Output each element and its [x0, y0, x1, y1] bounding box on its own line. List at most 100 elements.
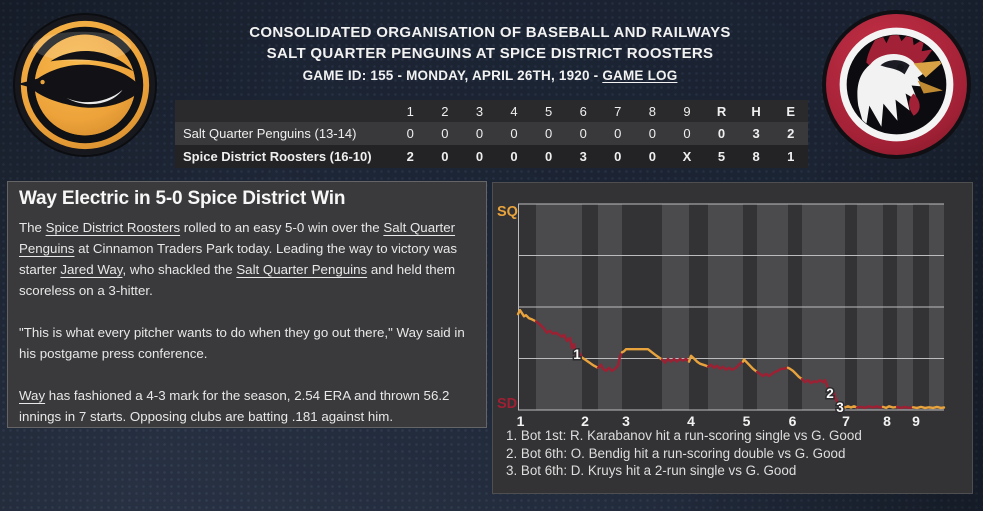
x-tick-inning-9: 9: [912, 413, 920, 429]
article-headline: Way Electric in 5-0 Spice District Win: [19, 188, 346, 209]
inning-cell: 0: [475, 126, 484, 141]
inning-cell: 0: [545, 126, 553, 141]
penguins-logo[interactable]: [11, 11, 159, 159]
linescore-col-header: 4: [510, 103, 518, 119]
linescore-col-header: H: [751, 103, 761, 119]
x-tick-inning-7: 7: [842, 413, 850, 429]
inning-cell: 0: [614, 149, 622, 164]
matchup-title: SALT QUARTER PENGUINS AT SPICE DISTRICT …: [266, 45, 714, 62]
x-tick-inning-1: 1: [517, 413, 525, 429]
x-tick-inning-8: 8: [883, 413, 891, 429]
x-tick-inning-5: 5: [743, 413, 751, 429]
linescore-col-header: E: [786, 103, 796, 119]
win-prob-segment-bot4: [706, 360, 745, 372]
chart-note-line: 3. Bot 6th: D. Kruys hit a 2-run single …: [506, 463, 797, 478]
win-prob-segment-bot2: [596, 351, 624, 373]
linescore-col-header: 6: [579, 103, 587, 119]
win-prob-segment-bot8: [895, 405, 915, 410]
article-link[interactable]: Spice District Roosters: [45, 220, 181, 235]
errors-cell: 2: [787, 126, 795, 141]
win-prob-segment-top9: [911, 405, 946, 410]
penguins-logo-art: [12, 12, 158, 158]
article-text: The: [19, 220, 46, 235]
annotation-marker-3: 3: [836, 400, 844, 415]
x-tick-inning-4: 4: [687, 413, 695, 429]
inning-cell: 2: [406, 149, 414, 164]
roosters-logo[interactable]: [820, 8, 973, 161]
annotation-marker-2: 2: [826, 386, 834, 401]
article-text: has fashioned a 4-3 mark for the season,…: [19, 388, 450, 424]
team-name-link[interactable]: Salt Quarter Penguins (13-14): [183, 126, 357, 141]
linescore-col-header: 3: [475, 103, 484, 119]
recap-article-panel: Way Electric in 5-0 Spice District Win T…: [7, 181, 487, 428]
inning-cell: 0: [510, 126, 518, 141]
win-prob-segment-bot1: [534, 320, 584, 359]
inning-cell: 0: [614, 126, 622, 141]
win-prob-segment-bot6: [800, 377, 847, 409]
hits-cell: 8: [752, 149, 760, 164]
win-prob-segment-top5: [741, 358, 759, 374]
win-prob-segment-top4: [687, 354, 710, 368]
inning-cell: 0: [648, 126, 656, 141]
inning-cell: 3: [579, 149, 587, 164]
linescore-col-header: R: [716, 103, 727, 119]
runs-cell: 5: [717, 149, 726, 164]
article-body: The Spice District Roosters rolled to an…: [19, 217, 474, 427]
x-tick-inning-2: 2: [581, 413, 589, 429]
chart-note-line: 1. Bot 1st: R. Karabanov hit a run-scori…: [506, 428, 862, 443]
article-text: , who shackled the: [122, 262, 237, 277]
inning-cell: 0: [683, 126, 691, 141]
team-name-link[interactable]: Spice District Roosters (16-10): [183, 149, 372, 164]
errors-cell: 1: [787, 149, 795, 164]
article-text: rolled to an easy 5-0 win over the: [180, 220, 384, 235]
runs-cell: 0: [717, 126, 726, 141]
chart-note-line: 2. Bot 6th: O. Bendig hit a run-scoring …: [506, 445, 846, 461]
article-link[interactable]: Salt Quarter Penguins: [19, 220, 456, 256]
linescore-col-header: 1: [406, 103, 414, 119]
article-paragraph: Way has fashioned a 4-3 mark for the sea…: [19, 385, 474, 427]
win-prob-segment-top8: [881, 405, 899, 410]
away-team-axis-label: SQ: [497, 204, 518, 220]
league-title: CONSOLIDATED ORGANISATION OF BASEBALL AN…: [249, 24, 731, 41]
x-tick-inning-6: 6: [789, 413, 797, 429]
win-prob-segment-bot3: [660, 357, 691, 364]
linescore-col-header: 8: [648, 103, 656, 119]
article-text: "This is what every pitcher wants to do …: [19, 325, 465, 361]
game-log-link[interactable]: GAME LOG: [602, 68, 678, 83]
inning-cell: 0: [510, 149, 518, 164]
inning-cell: 0: [545, 149, 553, 164]
win-prob-segment-top2: [580, 356, 600, 370]
article-paragraph: The Spice District Roosters rolled to an…: [19, 217, 474, 301]
annotation-marker-1: 1: [573, 347, 581, 362]
article-paragraph: "This is what every pitcher wants to do …: [19, 322, 474, 364]
linescore-row-away: Salt Quarter Penguins (13-14) 0 0 0 0 0 0 0 0 0 0 3…: [175, 122, 808, 145]
linescore-col-header: 5: [545, 103, 553, 119]
win-probability-panel: SQ SD 1 2 3 4 5 6 7 8 9 1 2 3 1. Bot 1st: R. Karabano…: [492, 182, 973, 494]
home-team-axis-label: SD: [497, 396, 517, 412]
win-prob-segment-top3: [620, 347, 664, 361]
inning-cell: 0: [441, 149, 449, 164]
article-text: and held them scoreless on a 3-hitter.: [19, 262, 456, 298]
linescore-col-header: 2: [441, 103, 449, 119]
hits-cell: 3: [752, 126, 760, 141]
article-link[interactable]: Jared Way: [60, 262, 123, 277]
win-prob-segment-top7: [843, 405, 859, 409]
article-link[interactable]: Way: [19, 388, 46, 403]
linescore-table: 1 2 3 4 5 6 7 8 9 R H E Salt Quarter Penguins (13-14…: [175, 100, 808, 168]
linescore-row-home: Spice District Roosters (16-10) 2 0 0 0 0 3 0 0 X…: [175, 145, 808, 168]
inning-cell: 0: [406, 126, 414, 141]
article-text: at Cinnamon Traders Park today. Leading …: [19, 241, 458, 277]
inning-cell: X: [682, 149, 692, 164]
linescore-col-header: 9: [683, 103, 691, 119]
win-prob-segment-bot7: [855, 405, 885, 410]
linescore-col-header: 7: [614, 103, 622, 119]
linescore-header-row: 1 2 3 4 5 6 7 8 9 R H E: [175, 100, 808, 122]
game-info-text: GAME ID: 155 - MONDAY, APRIL 26TH, 1920 …: [302, 68, 603, 83]
win-prob-segment-bot5: [755, 366, 790, 378]
article-link[interactable]: Salt Quarter Penguins: [236, 262, 368, 277]
win-prob-segment-top1: [516, 308, 538, 323]
x-tick-inning-3: 3: [622, 413, 630, 429]
roosters-logo-art: [822, 10, 971, 159]
chart-notes: 1. Bot 1st: R. Karabanov hit a run-scori…: [506, 427, 862, 480]
